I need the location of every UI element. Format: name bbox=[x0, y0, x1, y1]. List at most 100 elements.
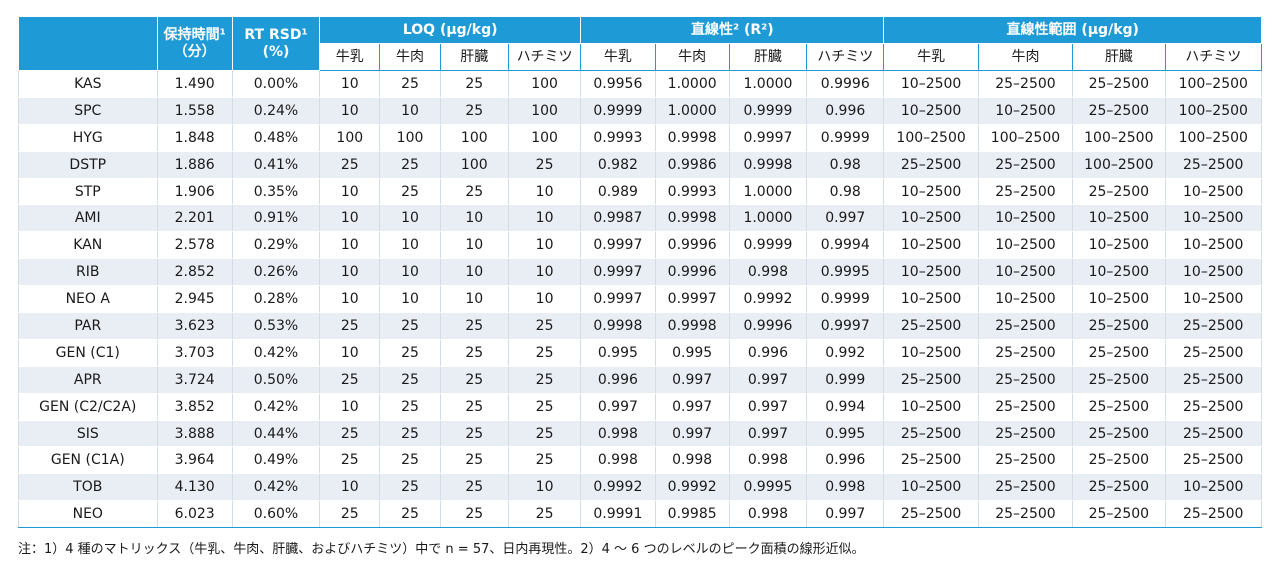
cell-r2-liver: 1.0000 bbox=[728, 70, 808, 98]
cell-r2-beef: 0.9998 bbox=[654, 312, 730, 340]
cell-range-honey: 10–2500 bbox=[1164, 177, 1262, 206]
header-rsd-label: RT RSD¹ bbox=[244, 27, 308, 43]
cell-loq-liver: 100 bbox=[439, 150, 509, 179]
cell-r2-liver: 0.9998 bbox=[728, 150, 808, 179]
cell-range-liver: 25–2500 bbox=[1072, 392, 1166, 421]
table-row: GEN (C1) 3.703 0.42% 10 25 25 25 0.995 0.995 0.99… bbox=[18, 338, 1262, 367]
cell-loq-honey: 10 bbox=[507, 204, 582, 233]
cell-r2-beef: 1.0000 bbox=[654, 70, 730, 98]
cell-range-honey: 25–2500 bbox=[1164, 446, 1262, 475]
cell-range-liver: 10–2500 bbox=[1072, 285, 1166, 314]
cell-range-honey: 10–2500 bbox=[1164, 473, 1262, 502]
table-row: SIS 3.888 0.44% 25 25 25 25 0.998 0.997 0.997 0.99… bbox=[18, 419, 1262, 448]
cell-range-honey: 25–2500 bbox=[1164, 338, 1262, 367]
cell-loq-milk: 100 bbox=[319, 123, 381, 152]
cell-rt-rsd: 0.53% bbox=[231, 312, 321, 340]
table-row: GEN (C1A) 3.964 0.49% 25 25 25 25 0.998 0.998 0.9… bbox=[18, 446, 1262, 475]
cell-rt-rsd: 0.42% bbox=[231, 473, 321, 502]
table-header: 保持時間¹ （分） RT RSD¹ (%) LOQ (µg/kg) 直線性² (… bbox=[18, 16, 1262, 71]
table-row: TOB 4.130 0.42% 10 25 25 10 0.9992 0.9992 0.9995 0… bbox=[18, 473, 1262, 502]
cell-range-milk: 25–2500 bbox=[883, 150, 979, 179]
cell-r2-milk: 0.996 bbox=[580, 365, 656, 394]
cell-compound: TOB bbox=[18, 473, 158, 502]
cell-r2-honey: 0.996 bbox=[806, 96, 885, 125]
cell-loq-milk: 25 bbox=[319, 312, 381, 340]
cell-loq-honey: 25 bbox=[507, 500, 582, 529]
cell-r2-honey: 0.995 bbox=[806, 419, 885, 448]
cell-range-milk: 25–2500 bbox=[883, 446, 979, 475]
cell-loq-milk: 10 bbox=[319, 70, 381, 98]
cell-r2-honey: 0.998 bbox=[806, 473, 885, 502]
cell-range-beef: 25–2500 bbox=[977, 392, 1074, 421]
cell-range-beef: 10–2500 bbox=[977, 231, 1074, 260]
cell-r2-honey: 0.997 bbox=[806, 204, 885, 233]
cell-r2-beef: 0.9996 bbox=[654, 231, 730, 260]
cell-loq-honey: 25 bbox=[507, 312, 582, 340]
cell-range-beef: 25–2500 bbox=[977, 70, 1074, 98]
cell-loq-liver: 25 bbox=[439, 446, 509, 475]
cell-r2-liver: 0.9995 bbox=[728, 473, 808, 502]
cell-r2-milk: 0.982 bbox=[580, 150, 656, 179]
cell-range-honey: 10–2500 bbox=[1164, 258, 1262, 287]
cell-rt-rsd: 0.49% bbox=[231, 446, 321, 475]
cell-range-liver: 25–2500 bbox=[1072, 96, 1166, 125]
header-matrix-liver: 肝臓 bbox=[728, 43, 808, 71]
cell-r2-beef: 0.997 bbox=[654, 392, 730, 421]
header-rt-rsd: RT RSD¹ (%) bbox=[231, 16, 321, 71]
table-row: DSTP 1.886 0.41% 25 25 100 25 0.982 0.9986 0.9998… bbox=[18, 150, 1262, 179]
cell-r2-beef: 0.9985 bbox=[654, 500, 730, 529]
cell-loq-beef: 10 bbox=[379, 231, 441, 260]
cell-r2-milk: 0.9956 bbox=[580, 70, 656, 98]
cell-loq-beef: 25 bbox=[379, 392, 441, 421]
cell-loq-beef: 25 bbox=[379, 419, 441, 448]
cell-rt-rsd: 0.00% bbox=[231, 70, 321, 98]
cell-range-liver: 100–2500 bbox=[1072, 150, 1166, 179]
cell-loq-liver: 25 bbox=[439, 365, 509, 394]
cell-loq-liver: 25 bbox=[439, 419, 509, 448]
cell-r2-milk: 0.997 bbox=[580, 392, 656, 421]
results-table: 保持時間¹ （分） RT RSD¹ (%) LOQ (µg/kg) 直線性² (… bbox=[18, 16, 1262, 529]
cell-r2-beef: 0.9997 bbox=[654, 285, 730, 314]
cell-loq-liver: 10 bbox=[439, 258, 509, 287]
cell-compound: NEO bbox=[18, 500, 158, 529]
cell-compound: APR bbox=[18, 365, 158, 394]
cell-compound: SIS bbox=[18, 419, 158, 448]
cell-retention-time: 1.886 bbox=[156, 150, 233, 179]
cell-range-liver: 10–2500 bbox=[1072, 204, 1166, 233]
cell-loq-milk: 10 bbox=[319, 338, 381, 367]
cell-loq-liver: 10 bbox=[439, 204, 509, 233]
cell-range-beef: 25–2500 bbox=[977, 312, 1074, 340]
cell-r2-milk: 0.9993 bbox=[580, 123, 656, 152]
cell-range-milk: 25–2500 bbox=[883, 500, 979, 529]
table-row: RIB 2.852 0.26% 10 10 10 10 0.9997 0.9996 0.998 0.… bbox=[18, 258, 1262, 287]
cell-retention-time: 2.201 bbox=[156, 204, 233, 233]
cell-retention-time: 3.623 bbox=[156, 312, 233, 340]
cell-r2-honey: 0.996 bbox=[806, 446, 885, 475]
header-matrix-milk: 牛乳 bbox=[883, 43, 979, 71]
cell-r2-honey: 0.992 bbox=[806, 338, 885, 367]
cell-r2-liver: 1.0000 bbox=[728, 204, 808, 233]
header-linearity-range: 直線性範囲 (µg/kg) bbox=[883, 16, 1262, 44]
table-row: SPC 1.558 0.24% 10 10 25 100 0.9999 1.0000 0.9999… bbox=[18, 96, 1262, 125]
cell-r2-milk: 0.9998 bbox=[580, 312, 656, 340]
cell-compound: KAN bbox=[18, 231, 158, 260]
cell-loq-milk: 10 bbox=[319, 96, 381, 125]
cell-range-milk: 10–2500 bbox=[883, 204, 979, 233]
cell-r2-liver: 0.9996 bbox=[728, 312, 808, 340]
cell-loq-beef: 25 bbox=[379, 446, 441, 475]
cell-loq-milk: 25 bbox=[319, 365, 381, 394]
header-matrix-milk: 牛乳 bbox=[580, 43, 656, 71]
cell-loq-beef: 25 bbox=[379, 70, 441, 98]
cell-range-milk: 10–2500 bbox=[883, 231, 979, 260]
cell-r2-honey: 0.9997 bbox=[806, 312, 885, 340]
table-row: NEO 6.023 0.60% 25 25 25 25 0.9991 0.9985 0.998 0.… bbox=[18, 500, 1262, 529]
table-row: APR 3.724 0.50% 25 25 25 25 0.996 0.997 0.997 0.99… bbox=[18, 365, 1262, 394]
cell-range-honey: 25–2500 bbox=[1164, 419, 1262, 448]
cell-loq-milk: 25 bbox=[319, 419, 381, 448]
cell-loq-beef: 10 bbox=[379, 285, 441, 314]
cell-loq-milk: 10 bbox=[319, 392, 381, 421]
footnote: 注：1）4 種のマトリックス（牛乳、牛肉、肝臓、およびハチミツ）中で n = 5… bbox=[18, 542, 865, 557]
header-matrix-beef: 牛肉 bbox=[654, 43, 730, 71]
cell-loq-liver: 25 bbox=[439, 312, 509, 340]
cell-r2-milk: 0.998 bbox=[580, 446, 656, 475]
